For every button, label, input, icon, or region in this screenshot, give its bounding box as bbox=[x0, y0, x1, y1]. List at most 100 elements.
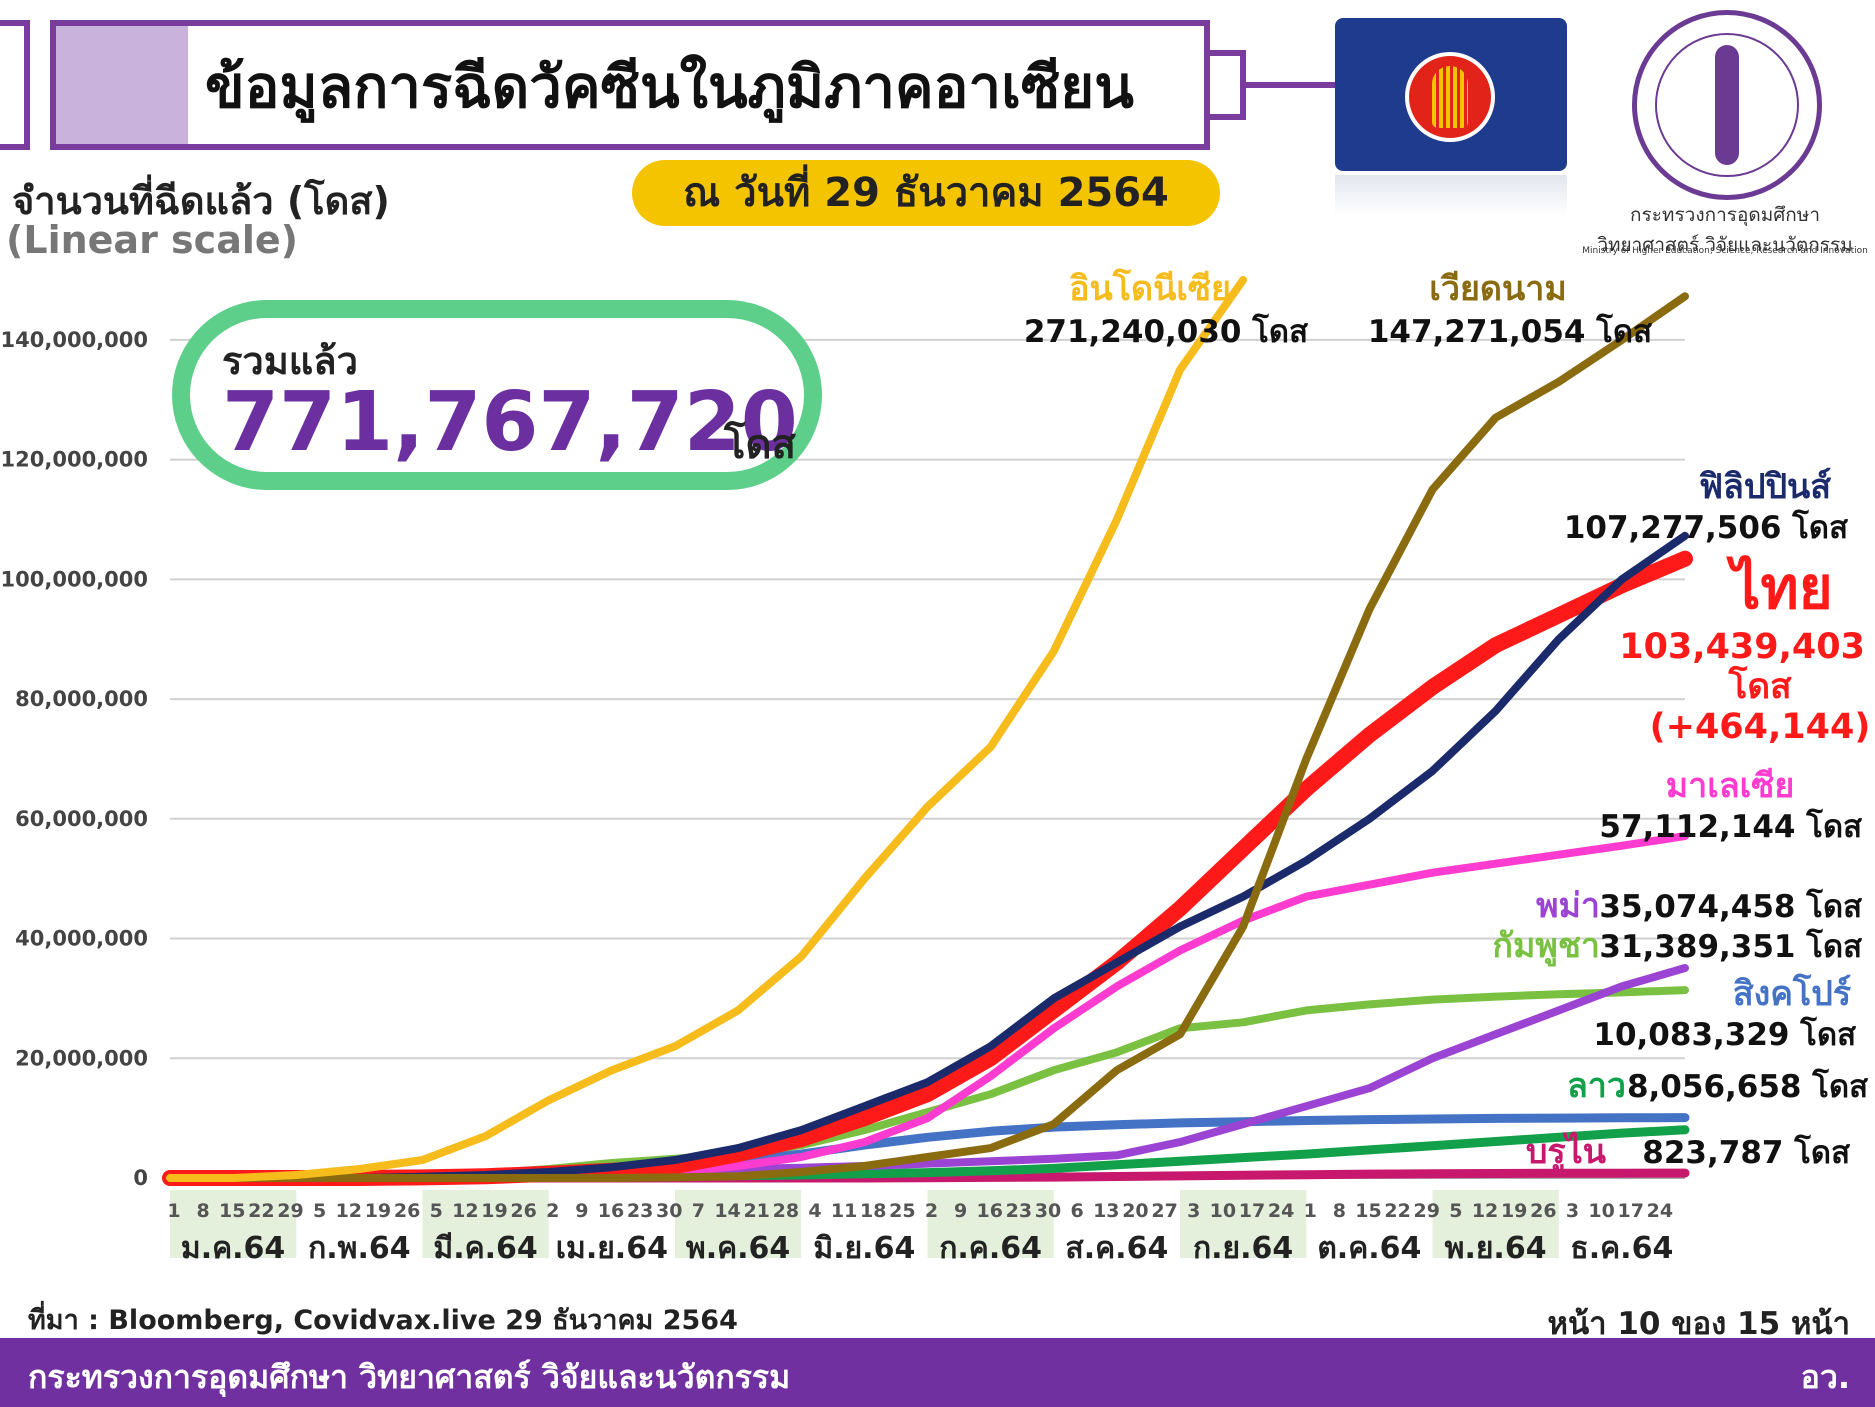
month-label: ธ.ค.64 bbox=[1570, 1231, 1673, 1266]
x-tick-label: 27 bbox=[1151, 1200, 1177, 1222]
footer-org-short: อว. bbox=[1800, 1358, 1850, 1396]
x-tick-label: 29 bbox=[277, 1200, 303, 1222]
x-tick-label: 24 bbox=[1647, 1200, 1673, 1222]
syringe-neck bbox=[1210, 50, 1246, 120]
x-tick-label: 15 bbox=[219, 1200, 245, 1222]
x-tick-label: 5 bbox=[313, 1200, 326, 1222]
x-tick-label: 22 bbox=[248, 1200, 274, 1222]
x-tick-label: 26 bbox=[510, 1200, 536, 1222]
series-value-label: 147,271,054 โดส bbox=[1368, 313, 1652, 350]
month-label: ก.ย.64 bbox=[1193, 1231, 1293, 1266]
month-label: พ.ค.64 bbox=[686, 1231, 790, 1266]
series-name-label: พม่า bbox=[1536, 886, 1600, 926]
x-tick-label: 19 bbox=[1501, 1200, 1527, 1222]
date-badge: ณ วันที่ 29 ธันวาคม 2564 bbox=[632, 160, 1220, 226]
vaccination-line-chart: 0 20,000,000 40,000,000 60,000,000 80,000,00… bbox=[1, 268, 1871, 1266]
series-line-1b2a6b bbox=[166, 531, 1689, 1182]
flag-reflection bbox=[1335, 175, 1567, 215]
month-band bbox=[422, 1190, 549, 1258]
ministry-name-th-line2: วิทยาศาสตร์ วิจัยและนวัตกรรม bbox=[1597, 234, 1853, 256]
series-value-label: 103,439,403 bbox=[1619, 627, 1865, 667]
month-label: มิ.ย.64 bbox=[813, 1231, 915, 1266]
x-tick-label: 6 bbox=[1071, 1200, 1084, 1222]
y-tick-label: 60,000,000 bbox=[15, 807, 148, 831]
x-tick-label: 14 bbox=[714, 1200, 740, 1222]
month-label: ต.ค.64 bbox=[1317, 1231, 1421, 1266]
month-label: ก.พ.64 bbox=[308, 1231, 410, 1266]
x-tick-label: 30 bbox=[1035, 1200, 1061, 1222]
ministry-name-en: Ministry of Higher Education, Science, R… bbox=[1582, 246, 1868, 256]
x-tick-label: 7 bbox=[692, 1200, 705, 1222]
series-value-label: 8,056,658 โดส bbox=[1627, 1068, 1868, 1105]
series-unit-label: โดส bbox=[1728, 665, 1793, 707]
x-tick-label: 1 bbox=[1304, 1200, 1317, 1222]
x-tick-label: 19 bbox=[481, 1200, 507, 1222]
x-tick-label: 23 bbox=[627, 1200, 653, 1222]
y-tick-label: 80,000,000 bbox=[15, 687, 148, 711]
month-band bbox=[1432, 1190, 1559, 1258]
ministry-seal-inner-ring bbox=[1655, 33, 1799, 177]
x-tick-label: 9 bbox=[575, 1200, 588, 1222]
footer-org: กระทรวงการอุดมศึกษา วิทยาศาสตร์ วิจัยและ… bbox=[28, 1358, 791, 1396]
x-tick-label: 12 bbox=[1472, 1200, 1498, 1222]
page-indicator: หน้า 10 ของ 15 หน้า bbox=[1547, 1306, 1850, 1342]
x-tick-label: 11 bbox=[831, 1200, 857, 1222]
month-label: พ.ย.64 bbox=[1445, 1231, 1547, 1266]
x-tick-label: 8 bbox=[1333, 1200, 1346, 1222]
x-tick-label: 17 bbox=[1239, 1200, 1265, 1222]
series-name-label: ฟิลิปปินส์ bbox=[1699, 467, 1831, 507]
series-name-label: เวียดนาม bbox=[1429, 269, 1566, 309]
x-tick-label: 3 bbox=[1187, 1200, 1200, 1222]
total-doses-value: 771,767,720 bbox=[222, 375, 798, 470]
ministry-name-th-line1: กระทรวงการอุดมศึกษา bbox=[1630, 204, 1820, 226]
x-tick-label: 4 bbox=[808, 1200, 821, 1222]
series-name-label: บรูไน bbox=[1526, 1131, 1606, 1173]
y-tick-label: 20,000,000 bbox=[15, 1046, 148, 1070]
x-tick-label: 25 bbox=[889, 1200, 915, 1222]
x-tick-label: 26 bbox=[394, 1200, 420, 1222]
x-tick-label: 5 bbox=[430, 1200, 443, 1222]
series-value-label: 57,112,144 โดส bbox=[1599, 808, 1862, 845]
series-value-label: 107,277,506 โดส bbox=[1564, 509, 1848, 546]
series-name-label: ลาว bbox=[1567, 1066, 1626, 1106]
x-tick-label: 16 bbox=[598, 1200, 624, 1222]
total-doses-unit: โดส bbox=[724, 422, 796, 468]
month-label: มี.ค.64 bbox=[433, 1231, 537, 1266]
x-tick-label: 5 bbox=[1449, 1200, 1462, 1222]
ministry-name-th: กระทรวงการอุดมศึกษา วิทยาศาสตร์ วิจัยและ… bbox=[1580, 200, 1870, 260]
x-tick-label: 16 bbox=[977, 1200, 1003, 1222]
x-tick-label: 12 bbox=[452, 1200, 478, 1222]
month-label: ก.ค.64 bbox=[939, 1231, 1042, 1266]
x-tick-label: 17 bbox=[1618, 1200, 1644, 1222]
x-tick-label: 22 bbox=[1384, 1200, 1410, 1222]
y-axis-label: จำนวนที่ฉีดแล้ว (โดส) bbox=[12, 179, 390, 223]
month-label: ส.ค.64 bbox=[1065, 1231, 1168, 1266]
x-tick-label: 2 bbox=[925, 1200, 938, 1222]
syringe-plunger-cap bbox=[0, 20, 30, 150]
x-tick-label: 29 bbox=[1414, 1200, 1440, 1222]
x-tick-label: 12 bbox=[336, 1200, 362, 1222]
x-tick-label: 23 bbox=[1006, 1200, 1032, 1222]
series-line-8b6b0f bbox=[166, 292, 1689, 1182]
series-value-label: 10,083,329 โดส bbox=[1593, 1016, 1856, 1053]
x-tick-label: 28 bbox=[773, 1200, 799, 1222]
x-tick-label: 10 bbox=[1210, 1200, 1236, 1222]
series-line-f5bc1c bbox=[166, 276, 1248, 1182]
y-tick-label: 0 bbox=[133, 1166, 148, 1190]
x-tick-label: 9 bbox=[954, 1200, 967, 1222]
total-doses-box bbox=[172, 300, 822, 490]
series-value-label: 823,787 โดส bbox=[1642, 1134, 1850, 1171]
series-name-label: ไทย bbox=[1725, 554, 1832, 622]
rice-sheaf-icon bbox=[1432, 66, 1468, 128]
month-band bbox=[1180, 1190, 1307, 1258]
syringe-body bbox=[50, 20, 1210, 150]
series-name-label: กัมพูชา bbox=[1492, 926, 1600, 967]
series-line-ff3ccf bbox=[166, 832, 1689, 1182]
x-tick-label: 8 bbox=[197, 1200, 210, 1222]
scale-note: (Linear scale) bbox=[6, 218, 298, 262]
month-band bbox=[675, 1190, 802, 1258]
x-tick-label: 30 bbox=[656, 1200, 682, 1222]
x-tick-label: 24 bbox=[1268, 1200, 1294, 1222]
x-tick-label: 15 bbox=[1355, 1200, 1381, 1222]
series-value-label: 35,074,458 โดส bbox=[1599, 888, 1862, 925]
